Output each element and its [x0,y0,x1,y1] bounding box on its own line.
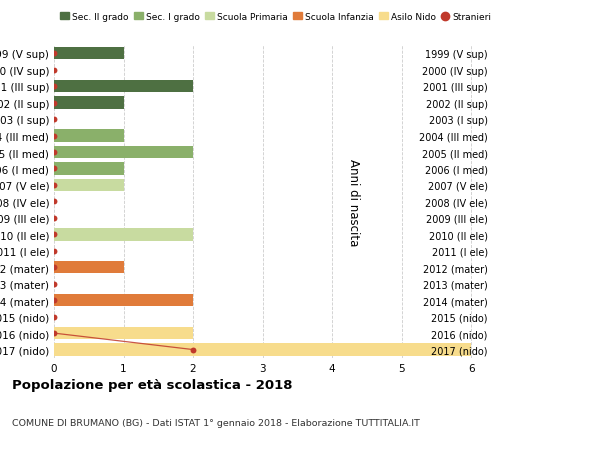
Y-axis label: Anni di nascita: Anni di nascita [347,158,360,246]
Point [49,165,59,173]
Point [49,330,59,337]
Bar [54,81,193,93]
Point [49,133,59,140]
Point [49,297,59,304]
Text: COMUNE DI BRUMANO (BG) - Dati ISTAT 1° gennaio 2018 - Elaborazione TUTTITALIA.IT: COMUNE DI BRUMANO (BG) - Dati ISTAT 1° g… [12,418,420,427]
Bar [54,97,124,110]
Bar [54,262,124,274]
Point [49,50,59,58]
Bar [54,327,193,340]
Point [49,100,59,107]
Point [49,149,59,157]
Bar [54,48,124,60]
Point [49,264,59,271]
Point [49,231,59,239]
Text: Popolazione per età scolastica - 2018: Popolazione per età scolastica - 2018 [12,379,293,392]
Point [49,83,59,90]
Point [49,247,59,255]
Point [49,215,59,222]
Bar [54,344,471,356]
Bar [54,229,193,241]
Bar [54,294,193,307]
Point [49,67,59,74]
Point [49,198,59,206]
Bar [54,163,124,175]
Point [49,313,59,321]
Bar [54,146,193,159]
Point [49,182,59,189]
Point [49,116,59,123]
Legend: Sec. II grado, Sec. I grado, Scuola Primaria, Scuola Infanzia, Asilo Nido, Stran: Sec. II grado, Sec. I grado, Scuola Prim… [57,9,495,25]
Bar [54,179,124,192]
Point [188,346,198,353]
Point [49,280,59,288]
Bar [54,130,124,142]
